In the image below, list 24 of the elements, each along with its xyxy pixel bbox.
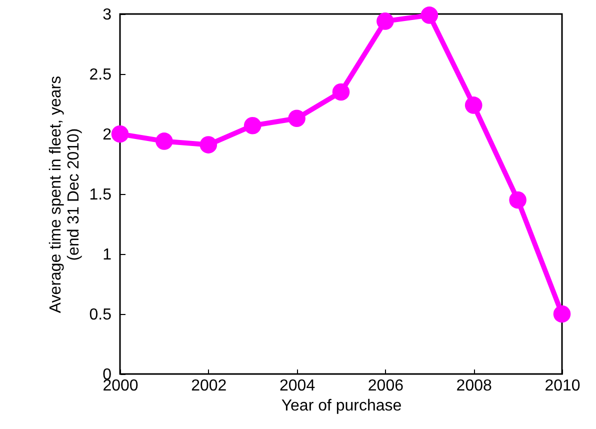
y-tick-label: 1	[102, 246, 112, 264]
point	[111, 125, 129, 143]
y-tick-label: 1.5	[89, 186, 112, 204]
point	[200, 136, 218, 154]
point	[553, 305, 571, 323]
point	[288, 110, 306, 128]
point	[332, 83, 350, 101]
point	[509, 191, 526, 209]
point	[376, 12, 394, 30]
point	[420, 6, 438, 24]
point	[156, 132, 173, 150]
y-tick-label: 2	[102, 126, 112, 144]
x-axis-title: Year of purchase	[281, 398, 402, 414]
x-tick-label: 2010	[544, 378, 580, 394]
point	[464, 96, 482, 114]
y-tick-label: 2.5	[89, 66, 112, 84]
x-tick-label: 2008	[456, 378, 492, 394]
x-tick-label: 2002	[191, 378, 227, 394]
y-tick-label: 0.5	[89, 306, 112, 324]
point	[244, 116, 262, 134]
y-axis-title: Average time spent in fleet, years (end 31 Dec 2010)	[47, 76, 82, 314]
x-tick-label: 2004	[280, 378, 316, 394]
y-tick-label: 3	[102, 6, 112, 24]
x-tick-label: 2006	[368, 378, 404, 394]
